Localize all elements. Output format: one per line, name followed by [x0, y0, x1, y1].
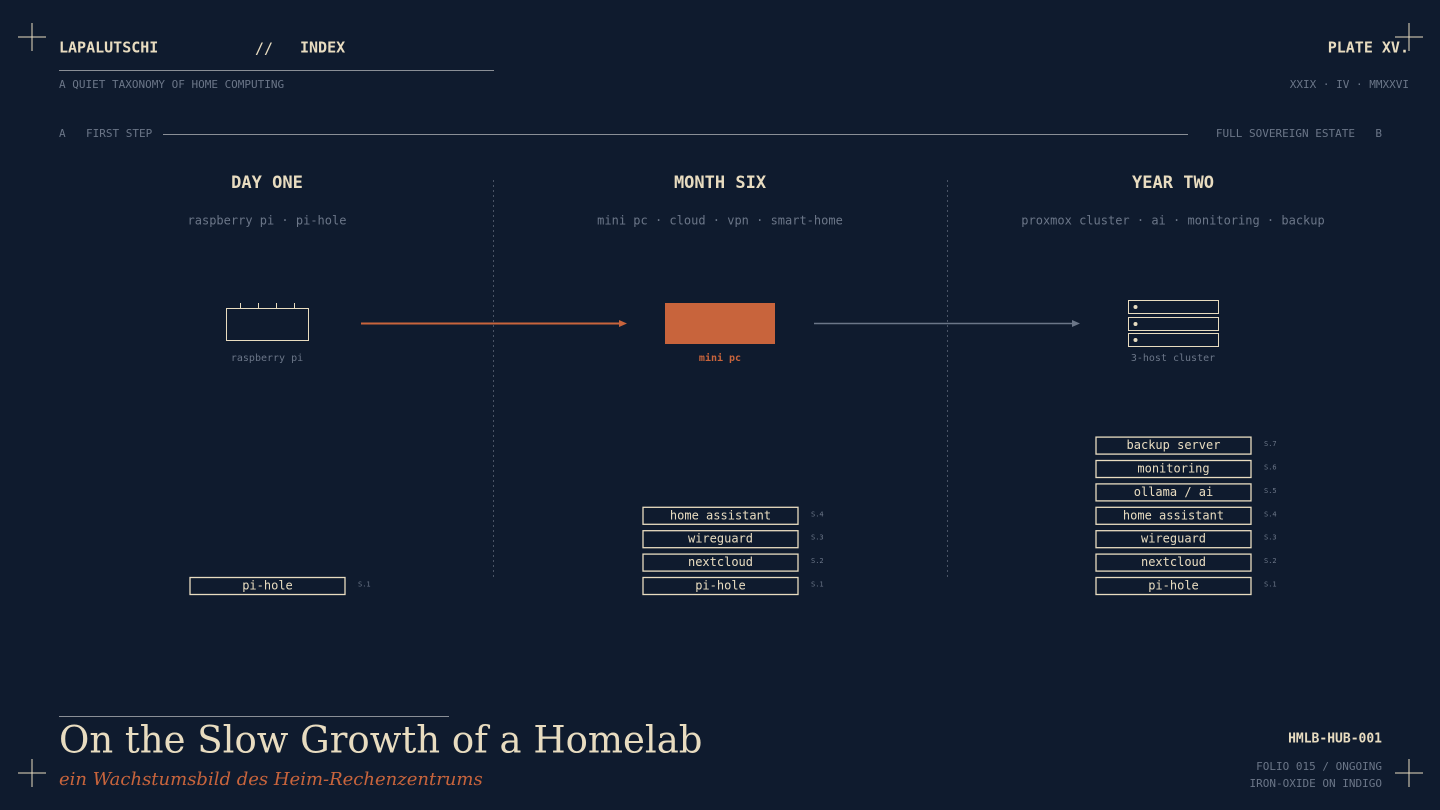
service-label: nextcloud: [688, 555, 753, 569]
service-code: S.2: [811, 557, 824, 565]
service-label: home assistant: [670, 508, 771, 522]
plate: PLATE XV.: [1328, 39, 1409, 57]
service-box: [1095, 530, 1252, 549]
service-box: [642, 530, 799, 549]
stage-subtitle: proxmox cluster · ai · monitoring · back…: [1021, 214, 1324, 228]
stage-title: MONTH SIX: [674, 173, 767, 193]
axis-start-letter: A: [59, 127, 66, 140]
stage-subtitle: mini pc · cloud · vpn · smart-home: [597, 214, 843, 228]
axis-start: FIRST STEP: [86, 127, 153, 140]
service-label: pi-hole: [242, 579, 293, 593]
service-code: S.5: [1264, 487, 1277, 495]
service-label: nextcloud: [1141, 555, 1206, 569]
devices: [226, 300, 1219, 347]
service-box: [642, 553, 799, 572]
footer-subtitle: ein Wachstumsbild des Heim-Rechenzentrum…: [59, 769, 483, 790]
palette: IRON-OXIDE ON INDIGO: [1250, 777, 1382, 790]
cluster-leds: [1133, 305, 1138, 342]
mini-pc-icon: [665, 303, 775, 344]
raspberry-pi-icon: [226, 308, 309, 341]
service-box: [642, 506, 799, 525]
service-code: S.1: [358, 581, 371, 589]
device-label: raspberry pi: [231, 353, 303, 364]
service-code: S.6: [1264, 464, 1277, 472]
cluster-icon: [1128, 300, 1219, 347]
pins: [240, 303, 295, 308]
footer-title: On the Slow Growth of a Homelab: [59, 719, 702, 762]
device-label: mini pc: [699, 352, 741, 364]
service-label: ollama / ai: [1134, 485, 1213, 499]
axis-end-letter: B: [1375, 127, 1382, 140]
service-box: [1095, 576, 1252, 596]
service-code: S.1: [811, 581, 824, 589]
service-label: backup server: [1127, 438, 1221, 452]
service-label: pi-hole: [695, 579, 746, 593]
service-box: [1095, 459, 1252, 479]
service-label: wireguard: [1141, 532, 1206, 546]
service-code: S.1: [1264, 581, 1277, 589]
arrow-head: [1072, 320, 1080, 327]
service-code: S.3: [811, 534, 824, 542]
service-label: wireguard: [688, 532, 753, 546]
brand: LAPALUTSCHI: [59, 39, 158, 57]
service-box: [1095, 483, 1252, 502]
service-box: [189, 576, 346, 596]
service-label: home assistant: [1123, 508, 1224, 522]
service-label: pi-hole: [1148, 579, 1199, 593]
service-code: S.4: [811, 510, 824, 518]
date: XXIX · IV · MMXXVI: [1290, 78, 1409, 91]
stage-title: YEAR TWO: [1132, 173, 1214, 193]
axis-end: FULL SOVEREIGN ESTATE: [1216, 127, 1355, 140]
device-label: 3-host cluster: [1131, 353, 1215, 364]
service-code: S.4: [1264, 510, 1277, 518]
separator: //: [255, 40, 273, 58]
service-box: [1095, 506, 1252, 525]
stage-subtitle: raspberry pi · pi-hole: [188, 214, 347, 228]
header-subtitle: A QUIET TAXONOMY OF HOME COMPUTING: [59, 78, 284, 91]
dividers: [493, 180, 948, 578]
service-code: S.2: [1264, 557, 1277, 565]
section: INDEX: [300, 39, 345, 57]
service-box: [1095, 553, 1252, 572]
service-code: S.7: [1264, 440, 1277, 448]
plate-id: HMLB-HUB-001: [1288, 732, 1382, 747]
service-code: S.3: [1264, 534, 1277, 542]
service-box: [1095, 436, 1252, 455]
stage-title: DAY ONE: [231, 173, 303, 193]
service-label: monitoring: [1137, 462, 1209, 476]
folio: FOLIO 015 / ONGOING: [1256, 760, 1382, 773]
arrow-head: [619, 320, 627, 327]
corner-marks: [18, 23, 1423, 787]
stages: DAY ONE raspberry pi · pi-hole raspberry p…: [188, 173, 1325, 596]
service-box: [642, 576, 799, 596]
